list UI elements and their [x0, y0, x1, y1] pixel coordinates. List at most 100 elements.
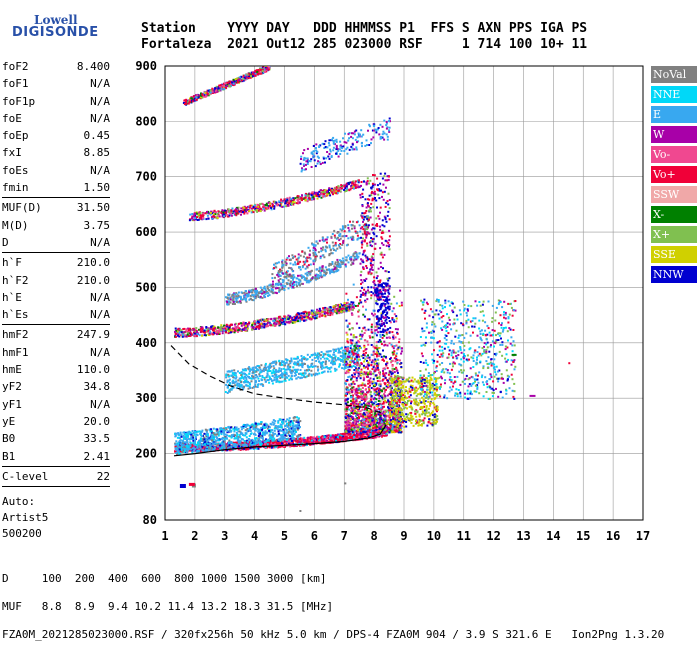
echo-point [357, 364, 359, 366]
x-tick-label: 17 [636, 529, 650, 543]
echo-point [324, 436, 326, 438]
echo-point [210, 428, 212, 430]
echo-point [281, 373, 283, 375]
echo-point [372, 336, 374, 338]
echo-point [290, 421, 292, 423]
echo-point [333, 351, 335, 353]
echo-point [370, 435, 372, 437]
echo-point [225, 376, 227, 378]
echo-point [268, 382, 270, 384]
echo-point [363, 412, 365, 414]
echo-point [395, 328, 397, 330]
echo-point [274, 430, 276, 432]
echo-point [362, 424, 364, 426]
echo-point [366, 411, 368, 413]
echo-point [353, 336, 355, 338]
echo-point [327, 354, 329, 356]
echo-point [314, 357, 316, 359]
echo-point [237, 370, 239, 372]
echo-point [256, 386, 258, 388]
echo-point [285, 376, 287, 378]
echo-point [270, 378, 272, 380]
echo-point [361, 336, 363, 338]
echo-point [311, 359, 313, 361]
echo-point [398, 341, 400, 343]
echo-point [348, 352, 350, 354]
echo-point [324, 358, 326, 360]
echo-point [245, 384, 247, 386]
echo-point [230, 431, 232, 433]
echo-point [376, 377, 378, 379]
echo-point [393, 319, 395, 321]
echo-point [318, 372, 320, 374]
echo-point [261, 429, 263, 431]
echo-point [255, 439, 257, 441]
echo-point [360, 301, 362, 303]
echo-point [404, 392, 406, 394]
echo-point [273, 424, 275, 426]
echo-point [346, 379, 348, 381]
echo-point [294, 363, 296, 365]
echo-point [258, 448, 260, 450]
echo-point [306, 376, 308, 378]
echo-point [364, 339, 366, 341]
echo-point [272, 383, 274, 385]
echo-point [286, 441, 288, 443]
echo-point [277, 371, 279, 373]
echo-point [370, 364, 372, 366]
echo-point [379, 380, 381, 382]
echo-point [362, 387, 364, 389]
echo-point [374, 431, 376, 433]
echo-point [292, 438, 294, 440]
echo-point [210, 434, 212, 436]
echo-point [210, 431, 212, 433]
echo-point [315, 373, 317, 375]
echo-point [350, 347, 352, 349]
echo-point [317, 358, 319, 360]
echo-point [375, 415, 377, 417]
echo-point [278, 433, 280, 435]
echo-point [321, 366, 323, 368]
echo-point [401, 350, 403, 352]
echo-point [187, 441, 189, 443]
echo-point [367, 414, 369, 416]
echo-point [390, 419, 392, 421]
echo-point [395, 394, 397, 396]
echo-point [298, 434, 300, 436]
echo-point [326, 440, 328, 442]
echo-point [412, 418, 414, 420]
echo-point [289, 369, 291, 371]
echo-point [352, 431, 354, 433]
echo-point [285, 432, 287, 434]
echo-point [374, 393, 376, 395]
echo-point [233, 369, 235, 371]
echo-point [268, 430, 270, 432]
echo-point [218, 443, 220, 445]
echo-point [351, 417, 353, 419]
echo-point [330, 371, 332, 373]
echo-point [415, 416, 417, 418]
echo-point [253, 370, 255, 372]
echo-point [377, 369, 379, 371]
echo-point [351, 374, 353, 376]
echo-point [297, 363, 299, 365]
echo-point [345, 348, 347, 350]
echo-point [368, 329, 370, 331]
echo-point [366, 340, 368, 342]
echo-point [284, 437, 286, 439]
echo-point [254, 433, 256, 435]
echo-point [255, 380, 257, 382]
echo-point [222, 430, 224, 432]
echo-point [352, 402, 354, 404]
echo-point [322, 439, 324, 441]
echo-point [389, 430, 391, 432]
echo-point [393, 307, 395, 309]
echo-point [419, 377, 421, 379]
echo-point [383, 406, 385, 408]
echo-point [349, 413, 351, 415]
echo-point [262, 376, 264, 378]
echo-point [186, 451, 188, 453]
echo-point [366, 424, 368, 426]
echo-point [274, 427, 276, 429]
